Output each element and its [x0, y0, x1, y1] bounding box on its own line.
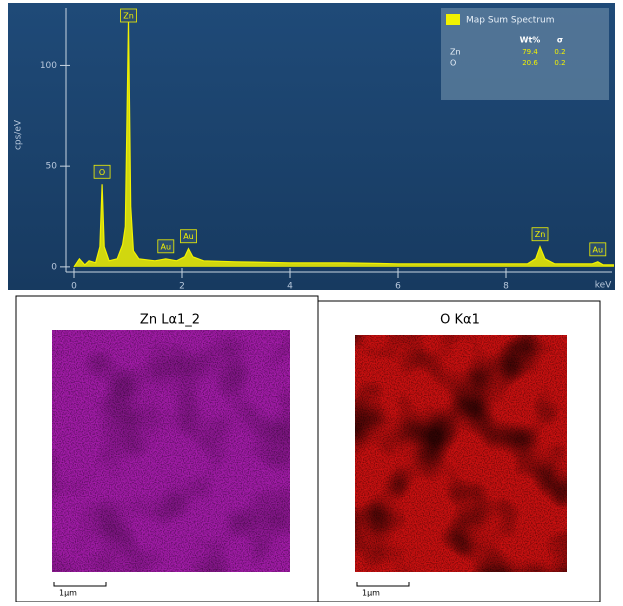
- x-tick-label: 6: [395, 282, 401, 292]
- peak-label: Au: [183, 232, 194, 241]
- peak-label: O: [99, 168, 105, 177]
- x-tick-label: 2: [179, 282, 185, 292]
- scale-bar: [357, 582, 409, 586]
- map-title: O Kα1: [440, 313, 480, 328]
- y-tick-label: 100: [40, 61, 57, 71]
- x-axis-label: keV: [595, 281, 612, 291]
- legend-header: σ: [557, 36, 563, 45]
- figure: cps/eV keV Map Sum Spectrum 0 50 100 0 2 4 6 8 O…: [0, 0, 623, 602]
- legend-swatch: [446, 14, 460, 25]
- map-shade: [355, 335, 567, 572]
- legend-element: O: [450, 59, 456, 68]
- legend-header: Wt%: [520, 36, 541, 45]
- map-title: Zn Lα1_2: [140, 313, 200, 328]
- x-tick-label: 4: [287, 282, 293, 292]
- scale-bar-label: 1μm: [59, 589, 77, 598]
- y-axis-label: cps/eV: [14, 119, 24, 150]
- legend-value: 0.2: [554, 59, 565, 67]
- scale-bar-label: 1μm: [362, 589, 380, 598]
- legend-value: 20.6: [522, 59, 538, 67]
- map-shade: [52, 330, 290, 572]
- y-tick-label: 50: [46, 162, 58, 172]
- x-tick-label: 0: [71, 282, 77, 292]
- legend-value: 79.4: [522, 48, 538, 56]
- peak-label: Au: [593, 245, 604, 254]
- legend-label: Map Sum Spectrum: [466, 16, 555, 26]
- peak-label: Zn: [535, 230, 546, 239]
- legend-value: 0.2: [554, 48, 565, 56]
- peak-label: Au: [161, 242, 172, 251]
- x-tick-label: 8: [503, 282, 509, 292]
- peak-label: Zn: [123, 12, 134, 21]
- legend-element: Zn: [450, 48, 461, 57]
- scale-bar: [54, 582, 106, 586]
- y-tick-label: 0: [51, 262, 57, 272]
